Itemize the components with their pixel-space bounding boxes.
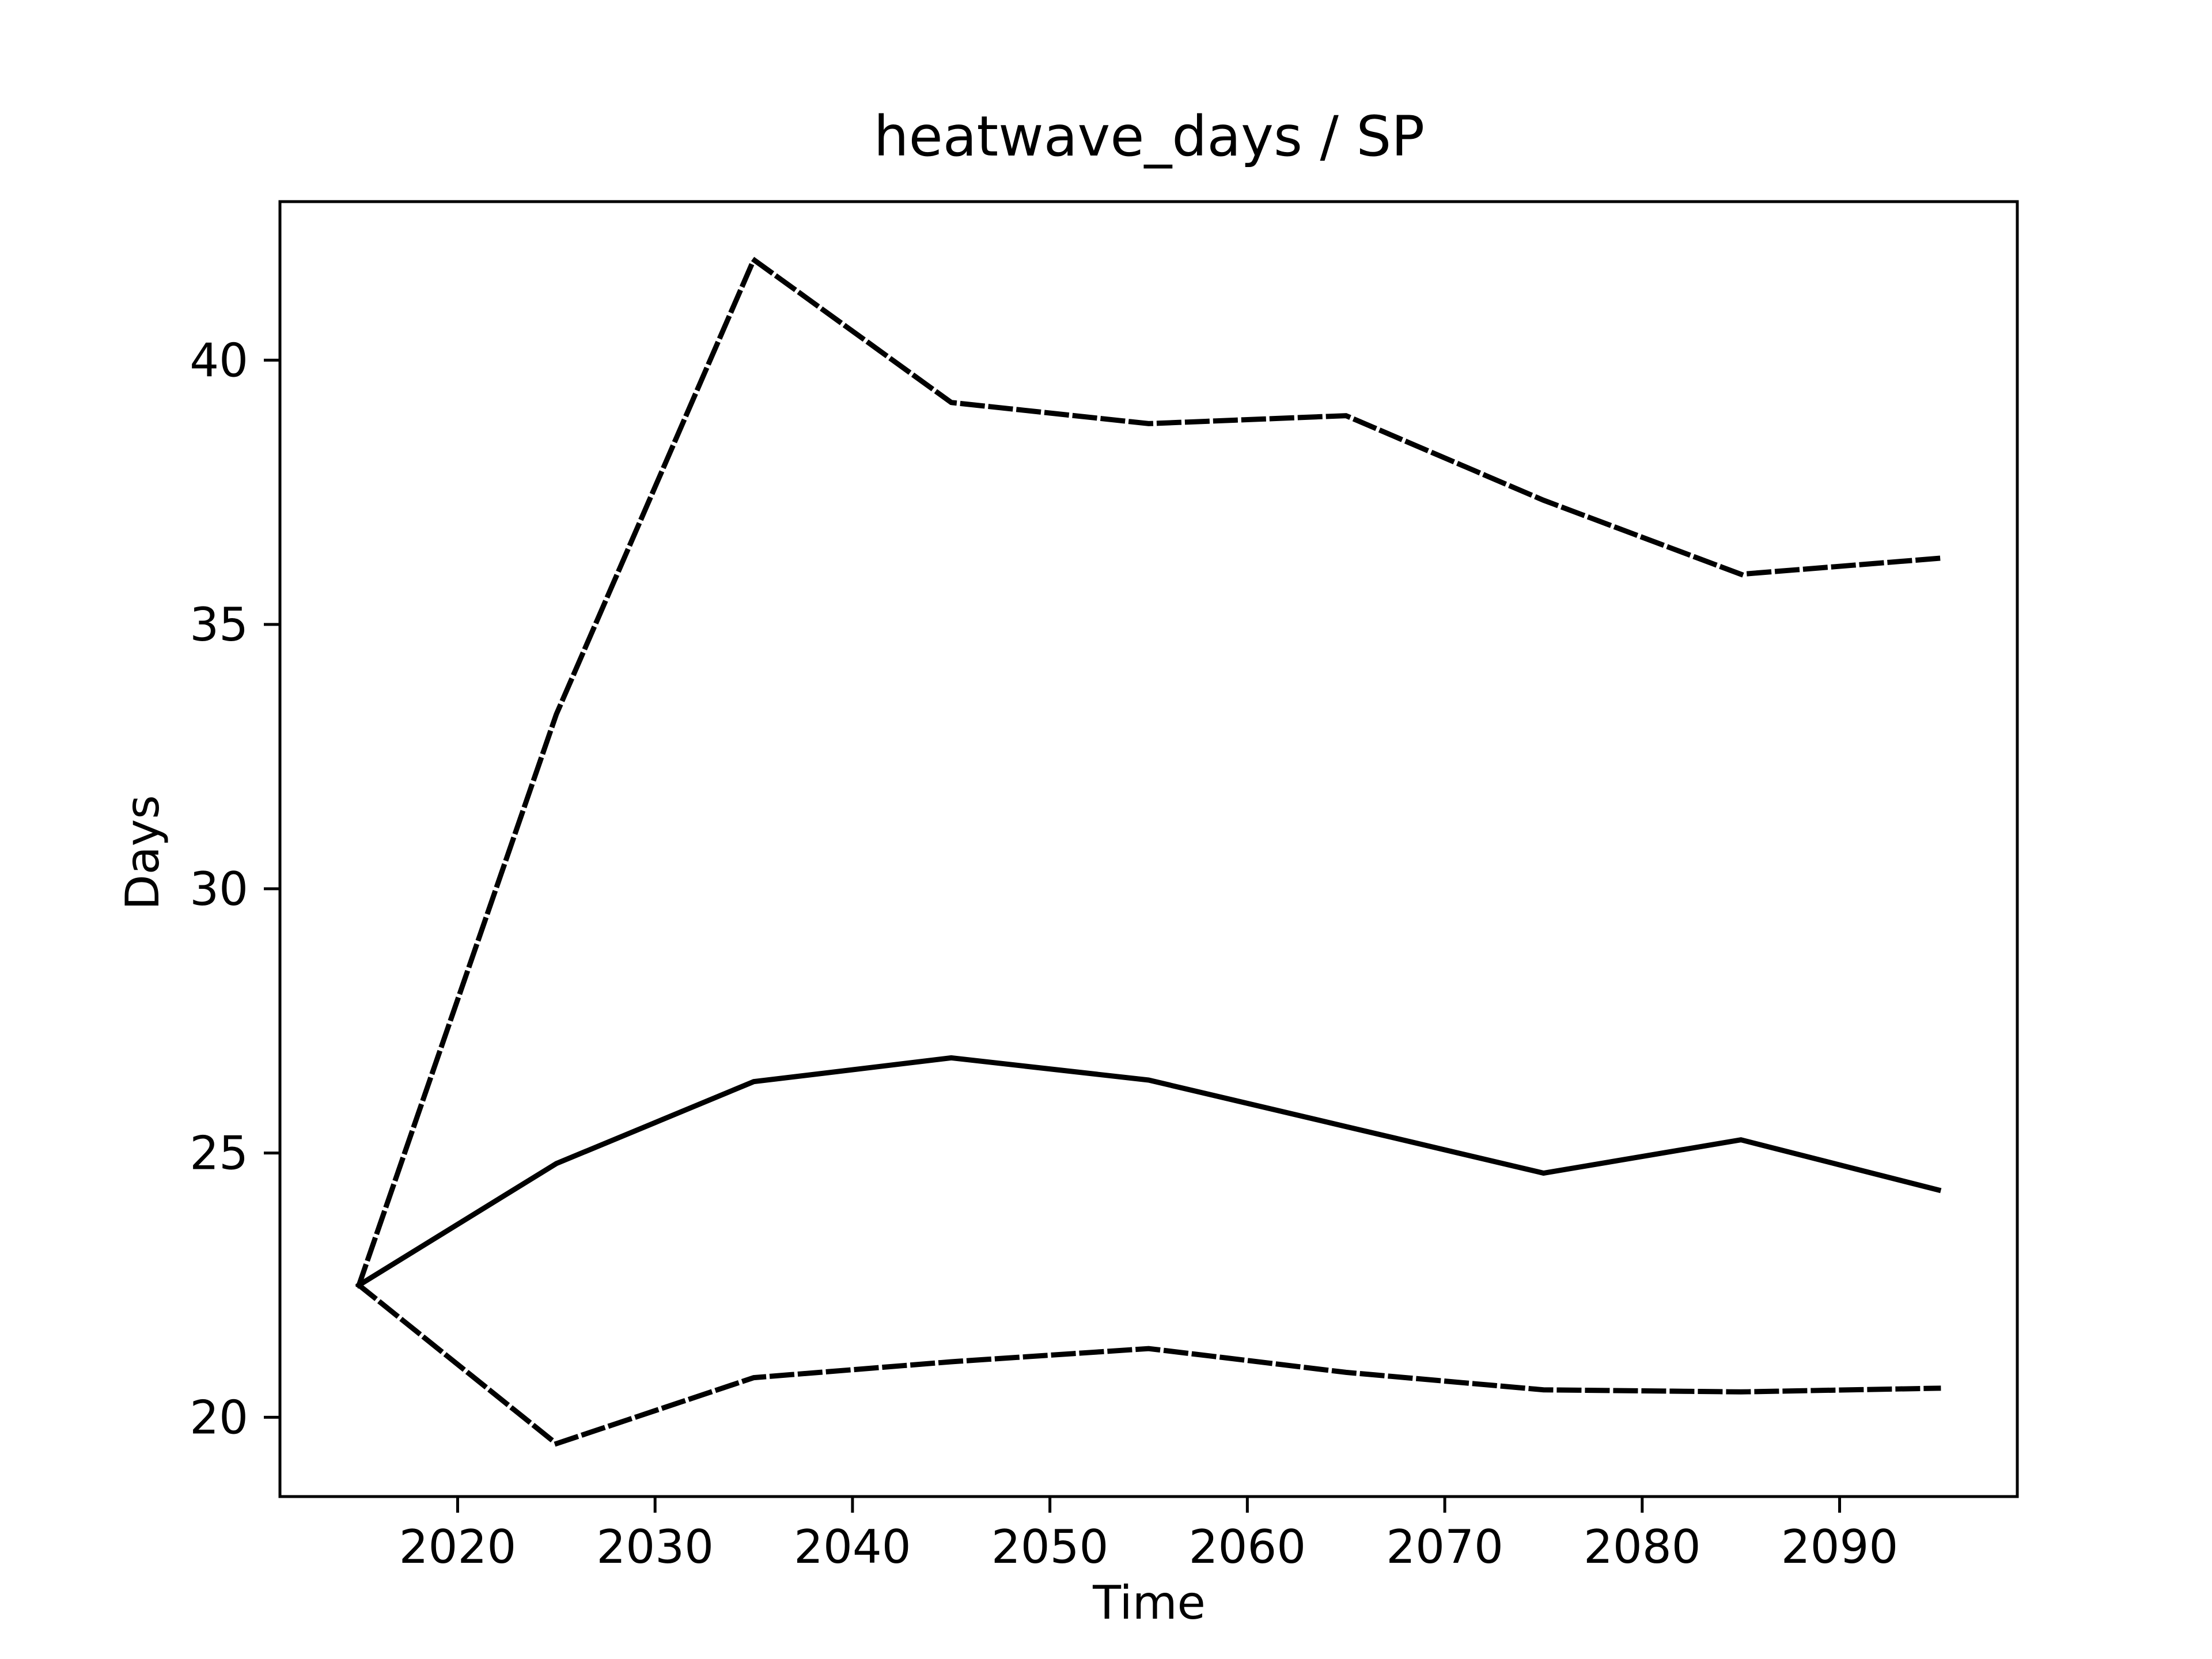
x-tick-label: 2090 [1781, 1520, 1899, 1574]
y-tick-label: 40 [190, 334, 248, 387]
series-2 [355, 255, 1941, 1289]
series-3-line [355, 1281, 1941, 1447]
x-tick-label: 2080 [1584, 1520, 1701, 1574]
y-tick-label: 35 [190, 598, 248, 652]
x-tick-label: 2030 [596, 1520, 714, 1574]
series-layer [355, 255, 1942, 1447]
y-axis-ticks: 20 25 30 35 40 [190, 334, 280, 1444]
y-tick-label: 25 [190, 1127, 248, 1180]
x-tick-label: 2050 [991, 1520, 1109, 1574]
x-tick-label: 2060 [1189, 1520, 1306, 1574]
y-tick-label: 30 [190, 862, 248, 916]
x-tick-label: 2070 [1386, 1520, 1503, 1574]
x-axis-label: Time [1092, 1576, 1206, 1630]
y-tick-label: 20 [190, 1391, 248, 1444]
x-axis-ticks: 2020 2030 2040 2050 2060 2070 2080 2090 [399, 1497, 1899, 1574]
y-axis-label: Days [116, 795, 169, 910]
series-1-line [355, 1055, 1942, 1289]
series-1 [355, 1055, 1942, 1289]
series-3 [355, 1281, 1941, 1447]
x-tick-label: 2020 [399, 1520, 517, 1574]
series-2-line [355, 255, 1941, 1289]
plot-frame [278, 200, 2019, 1498]
chart-title: heatwave_days / SP [874, 104, 1425, 169]
x-tick-label: 2040 [794, 1520, 911, 1574]
